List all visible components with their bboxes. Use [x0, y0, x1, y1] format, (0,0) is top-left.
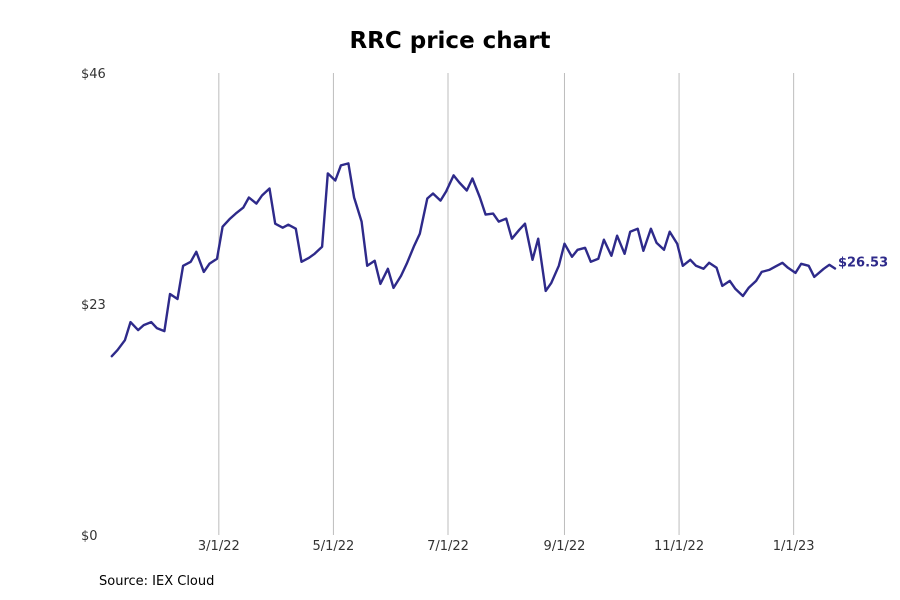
x-tick-label: 1/1/23 — [773, 539, 815, 554]
price-series-line — [110, 162, 837, 358]
x-axis-ticks: 3/1/22 5/1/22 7/1/22 9/1/22 11/1/22 1/1/23 — [198, 539, 815, 554]
y-tick-label: $0 — [81, 529, 98, 544]
last-price-label: $26.53 — [838, 256, 888, 271]
y-tick-label: $23 — [81, 298, 106, 313]
y-tick-label: $46 — [81, 67, 106, 82]
grid-lines — [218, 73, 795, 535]
x-tick-label: 11/1/22 — [654, 539, 704, 554]
x-tick-label: 5/1/22 — [312, 539, 354, 554]
x-tick-label: 7/1/22 — [427, 539, 469, 554]
source-note: Source: IEX Cloud — [99, 574, 215, 589]
x-tick-label: 3/1/22 — [198, 539, 240, 554]
chart-title: RRC price chart — [349, 28, 551, 54]
x-tick-label: 9/1/22 — [544, 539, 586, 554]
y-axis-ticks: $0 $23 $46 — [81, 67, 106, 544]
